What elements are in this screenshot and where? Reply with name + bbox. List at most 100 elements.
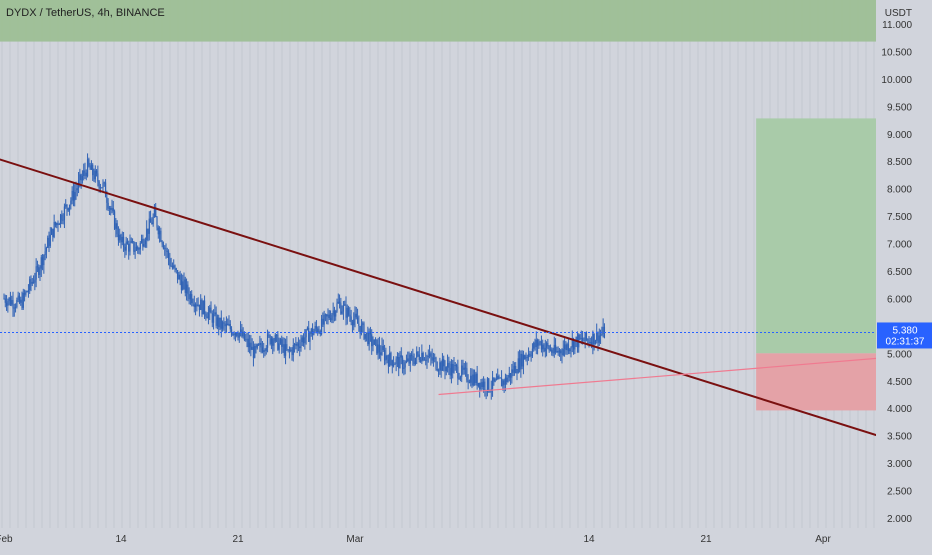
candle-body	[115, 223, 117, 229]
candle-body	[174, 265, 176, 269]
candle-body	[461, 365, 463, 377]
candle-body	[175, 268, 177, 271]
candle-body	[147, 228, 149, 234]
candle-body	[434, 357, 436, 359]
candle-body	[152, 216, 154, 225]
candle-body	[419, 359, 422, 362]
candle-body	[4, 298, 6, 303]
candle-body	[408, 358, 410, 364]
candle-body	[25, 291, 27, 295]
candle-body	[140, 238, 143, 243]
candle-body	[35, 266, 37, 280]
candle-body	[176, 270, 179, 280]
candle-body	[5, 302, 8, 306]
candle-body	[322, 318, 324, 325]
candle-body	[351, 322, 354, 326]
candle-body	[84, 170, 86, 173]
drawing-lines	[0, 150, 932, 523]
candle-body	[364, 333, 366, 339]
candle-body	[479, 382, 481, 389]
candle-body	[409, 354, 411, 364]
candle-body	[273, 341, 275, 346]
candle-body	[585, 332, 588, 340]
candle-body	[56, 223, 58, 226]
candle-body	[135, 246, 138, 251]
candle-body	[504, 377, 507, 385]
candle-body	[458, 378, 460, 380]
candle-body	[130, 241, 132, 243]
candle-body	[449, 367, 451, 376]
candle-body	[488, 378, 490, 392]
candle-body	[178, 274, 180, 280]
candle-body	[598, 335, 600, 343]
candle-body	[71, 190, 73, 201]
candle-body	[264, 350, 266, 351]
candle-body	[90, 164, 93, 170]
time-axis-background	[0, 528, 876, 550]
support-line[interactable]	[438, 338, 932, 396]
candle-body	[205, 313, 207, 317]
candle-body	[517, 358, 519, 373]
candle-body	[218, 317, 220, 328]
candle-body	[484, 381, 486, 391]
candle-body	[94, 170, 96, 180]
price-tick-label: 8.500	[887, 157, 912, 168]
candle-body	[464, 367, 467, 369]
candle-body	[93, 175, 95, 180]
candle-body	[350, 316, 352, 323]
price-tick-label: 5.000	[887, 349, 912, 360]
candle-body	[302, 337, 305, 344]
candle-body	[242, 331, 244, 337]
candle-body	[432, 357, 435, 361]
candle-body	[410, 354, 413, 357]
candle-body	[250, 342, 252, 350]
candle-body	[47, 237, 49, 248]
candle-body	[345, 304, 347, 318]
candle-body	[18, 295, 21, 303]
candle-body	[167, 251, 170, 259]
candle-body	[373, 339, 375, 345]
candle-body	[548, 346, 550, 351]
price-tick-label: 7.000	[887, 240, 912, 251]
time-axis[interactable]: Feb1421Mar1421Apr1118May	[0, 528, 932, 550]
price-axis-background	[876, 0, 932, 550]
candle-body	[545, 343, 548, 348]
price-tick-label: 11.000	[882, 20, 912, 31]
candle-body	[129, 242, 131, 252]
candle-body	[466, 368, 468, 381]
candle-body	[372, 344, 374, 347]
candle-body	[570, 347, 572, 350]
candle-body	[386, 355, 388, 360]
candle-body	[157, 227, 159, 235]
top-zone	[0, 0, 876, 42]
candle-body	[101, 187, 103, 189]
candle-body	[268, 334, 270, 336]
candle-body	[128, 243, 130, 252]
candle-body	[468, 382, 471, 383]
candle-body	[278, 343, 280, 350]
candle-body	[125, 241, 127, 251]
candle-body	[23, 292, 26, 295]
candle-body	[256, 344, 258, 348]
time-tick-label: Mar	[346, 534, 364, 545]
candle-body	[224, 323, 226, 327]
candle-body	[520, 353, 522, 370]
price-badge-countdown: 02:31:37	[886, 336, 925, 347]
candle-body	[277, 334, 279, 350]
trendline[interactable]	[0, 150, 932, 523]
candle-body	[441, 358, 444, 371]
candle-body	[215, 312, 217, 326]
candle-body	[225, 323, 228, 327]
candle-body	[209, 307, 211, 313]
candle-body	[391, 360, 393, 367]
candle-body	[594, 340, 597, 345]
price-badge-value: 5.380	[892, 325, 917, 336]
candle-body	[124, 246, 126, 251]
candle-body	[377, 344, 379, 354]
candle-body	[480, 382, 482, 389]
candle-body	[184, 279, 186, 293]
candle-body	[383, 350, 386, 361]
